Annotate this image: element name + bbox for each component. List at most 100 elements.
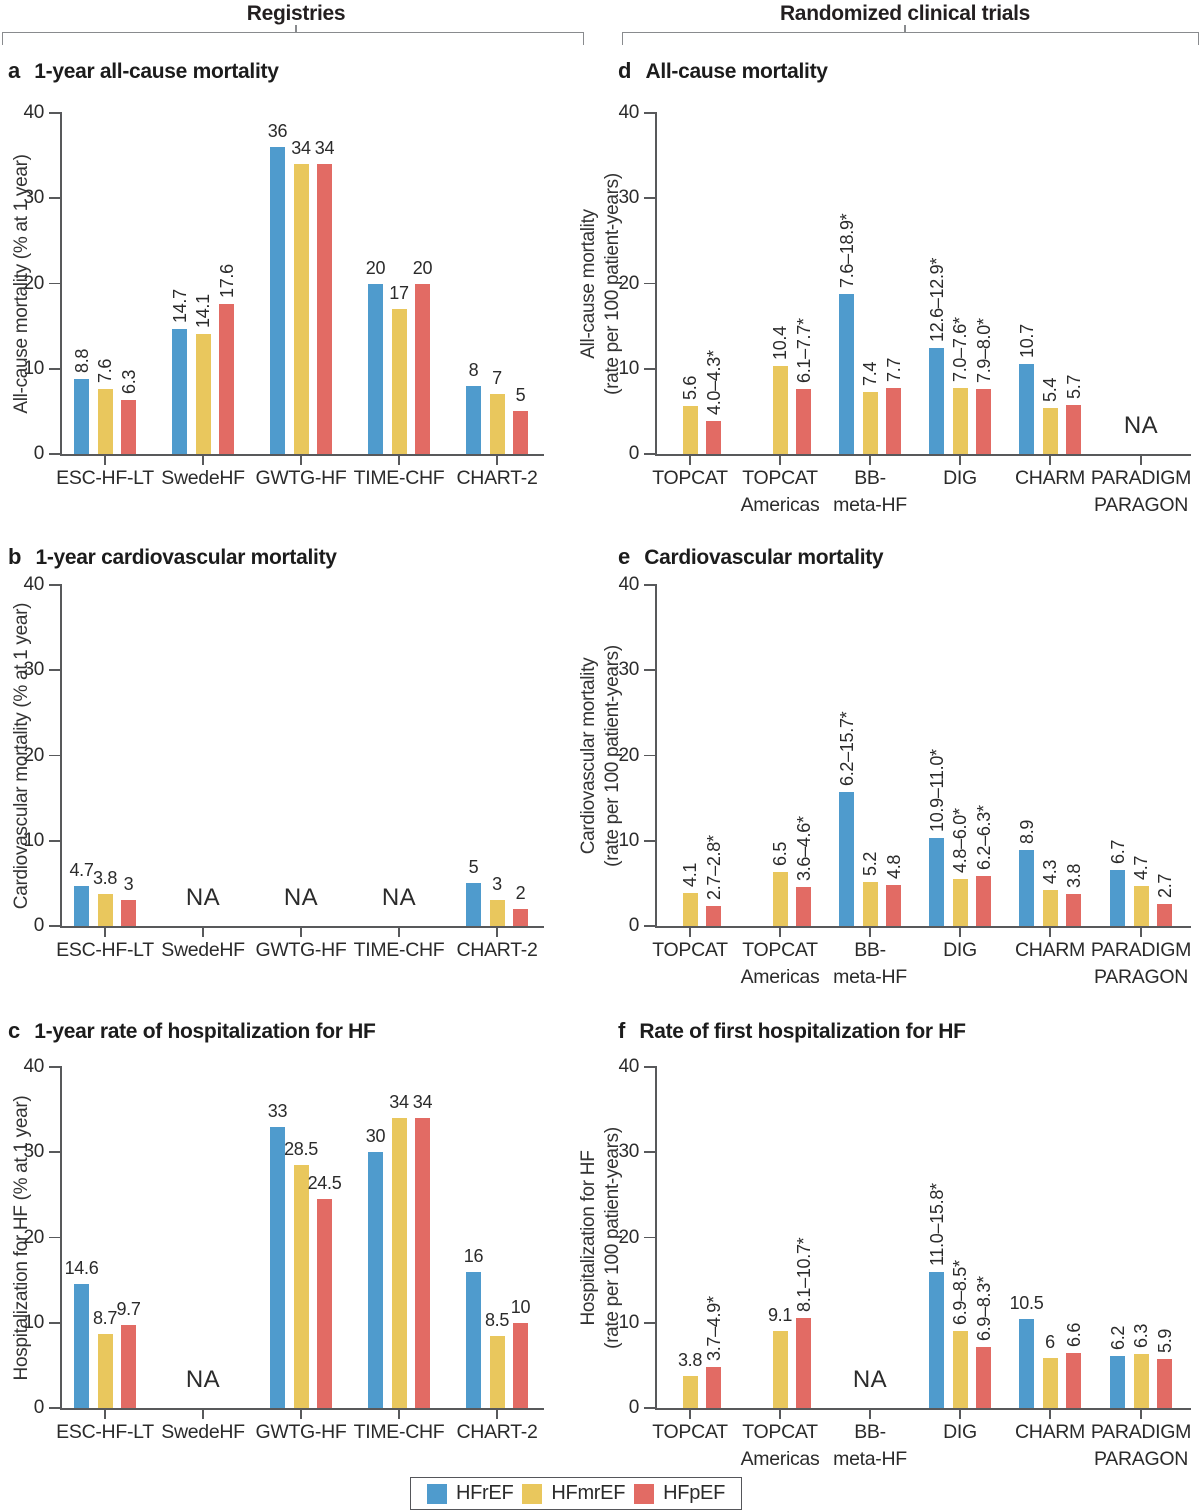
bar-hfmref (293, 164, 309, 454)
category-label-line2: meta-HF (833, 1448, 907, 1470)
bar-hfpef (317, 164, 332, 454)
na-label: NA (1123, 412, 1159, 439)
bar-hfref (929, 1271, 944, 1408)
bar-value-label: 6.7 (1107, 839, 1128, 864)
y-axis-label-line: (rate per 100 patient-years) (602, 644, 623, 867)
y-tick (644, 1066, 657, 1068)
bar-hfpef (706, 905, 721, 926)
bar-value-label: 5.4 (1040, 377, 1060, 402)
x-tick (202, 1410, 204, 1419)
y-tick (644, 197, 657, 200)
bar-hfref (74, 378, 89, 454)
panel-letter: a (8, 58, 21, 83)
legend-item-hfpef: HFpEF (634, 1482, 725, 1505)
category-label: GWTG-HF (255, 467, 347, 489)
bar-value-label: 3.7–4.9* (703, 1296, 724, 1362)
panel-title-text: All-cause mortality (645, 60, 828, 83)
panel-letter: e (618, 544, 631, 569)
category-label-line2: PARAGON (1094, 966, 1188, 988)
y-tick (644, 282, 657, 285)
bar-value-label: 2 (515, 882, 526, 903)
bar-hfpef (415, 283, 430, 454)
x-tick (104, 928, 106, 937)
bar-value-label: 4.3 (1040, 860, 1060, 885)
bar-hfmref (952, 387, 968, 454)
bar-value-label: 16 (463, 1245, 484, 1266)
category-label: TOPCAT (652, 939, 728, 961)
y-axis-label: Cardiovascular mortality (% at 1 year) (10, 602, 34, 908)
y-tick-label: 30 (23, 1141, 44, 1163)
category-label: ESC-HF-LT (56, 939, 154, 961)
y-tick (644, 1321, 657, 1324)
bar-hfmref (1133, 885, 1149, 926)
x-axis (60, 454, 544, 456)
bar-hfpef (1157, 1358, 1172, 1408)
y-tick (49, 839, 62, 842)
y-tick-label: 0 (33, 915, 45, 936)
y-axis (60, 585, 62, 928)
category-label: GWTG-HF (255, 1421, 347, 1443)
category-label: BB- (854, 1421, 886, 1443)
bar-hfref (368, 283, 383, 454)
registries-bracket (2, 32, 584, 45)
bar-hfref (466, 1271, 481, 1408)
x-axis (60, 1408, 544, 1410)
x-tick (1140, 1410, 1142, 1419)
x-tick (779, 1410, 781, 1419)
y-tick-label: 10 (23, 357, 44, 379)
x-tick (1049, 928, 1051, 937)
category-label-line2: Americas (740, 966, 820, 988)
bar-value-label: 5.7 (1063, 375, 1084, 400)
bar-hfref (270, 1126, 285, 1408)
bar-hfmref (682, 892, 698, 926)
x-axis (655, 454, 1191, 456)
y-tick (644, 1151, 657, 1154)
panel-title-b: b 1-year cardiovascular mortality (8, 544, 337, 570)
bar-hfref (1110, 1355, 1125, 1408)
panel-title-d: d All-cause mortality (618, 58, 828, 84)
bar-value-label: 6.3 (1131, 1324, 1151, 1349)
panel-title-text: Rate of first hospitalization for HF (639, 1020, 966, 1043)
panel-title-a: a 1-year all-cause mortality (8, 58, 279, 84)
category-label: ESC-HF-LT (56, 1421, 154, 1443)
bar-value-label: 11.0–15.8* (926, 1182, 947, 1266)
bar-hfpef (1066, 1352, 1081, 1408)
panel-title-text: 1-year all-cause mortality (34, 60, 279, 83)
x-tick (202, 456, 204, 465)
bar-hfref (1110, 869, 1125, 926)
y-tick (49, 367, 62, 370)
y-axis (655, 585, 657, 928)
bar-hfpef (796, 389, 811, 454)
y-tick (644, 839, 657, 842)
x-tick (959, 456, 961, 465)
x-tick (300, 1410, 302, 1419)
y-tick-label: 40 (23, 102, 44, 123)
y-tick-label: 0 (628, 443, 640, 464)
x-tick (689, 1410, 691, 1419)
y-tick-label: 20 (23, 1226, 44, 1248)
y-axis-label-line: Cardiovascular mortality (578, 657, 599, 854)
y-tick (49, 1236, 62, 1239)
bar-value-label: 24.5 (307, 1173, 342, 1194)
bar-value-label: 7.4 (860, 361, 880, 386)
y-tick (49, 925, 62, 927)
bar-value-label: 33 (267, 1100, 288, 1121)
bar-hfpef (886, 885, 901, 926)
category-label: PARADIGM (1090, 939, 1192, 961)
y-tick-label: 0 (33, 443, 45, 464)
bar-value-label: 3.8 (92, 867, 118, 888)
y-tick (49, 584, 62, 586)
category-label: TIME-CHF (353, 939, 445, 961)
x-tick (496, 928, 498, 937)
x-tick (959, 928, 961, 937)
x-tick (869, 928, 871, 937)
hfpef-swatch-icon (634, 1483, 655, 1504)
x-tick (959, 1410, 961, 1419)
panel-letter: b (8, 544, 22, 569)
bar-value-label: 4.8–6.0* (950, 808, 970, 874)
x-tick (202, 928, 204, 937)
legend-label: HFrEF (456, 1482, 514, 1504)
bar-hfpef (706, 420, 721, 454)
y-tick-label: 20 (23, 272, 44, 294)
category-label-line2: meta-HF (833, 494, 907, 516)
